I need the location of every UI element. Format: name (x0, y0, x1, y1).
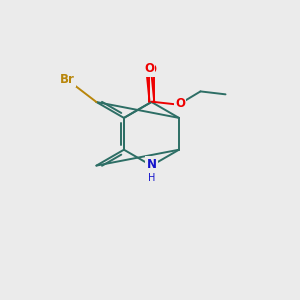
Text: Br: Br (59, 73, 74, 86)
Text: N: N (146, 158, 157, 171)
Text: H: H (148, 173, 155, 183)
Text: O: O (144, 62, 154, 75)
Text: O: O (175, 97, 185, 110)
Text: O: O (146, 62, 157, 76)
